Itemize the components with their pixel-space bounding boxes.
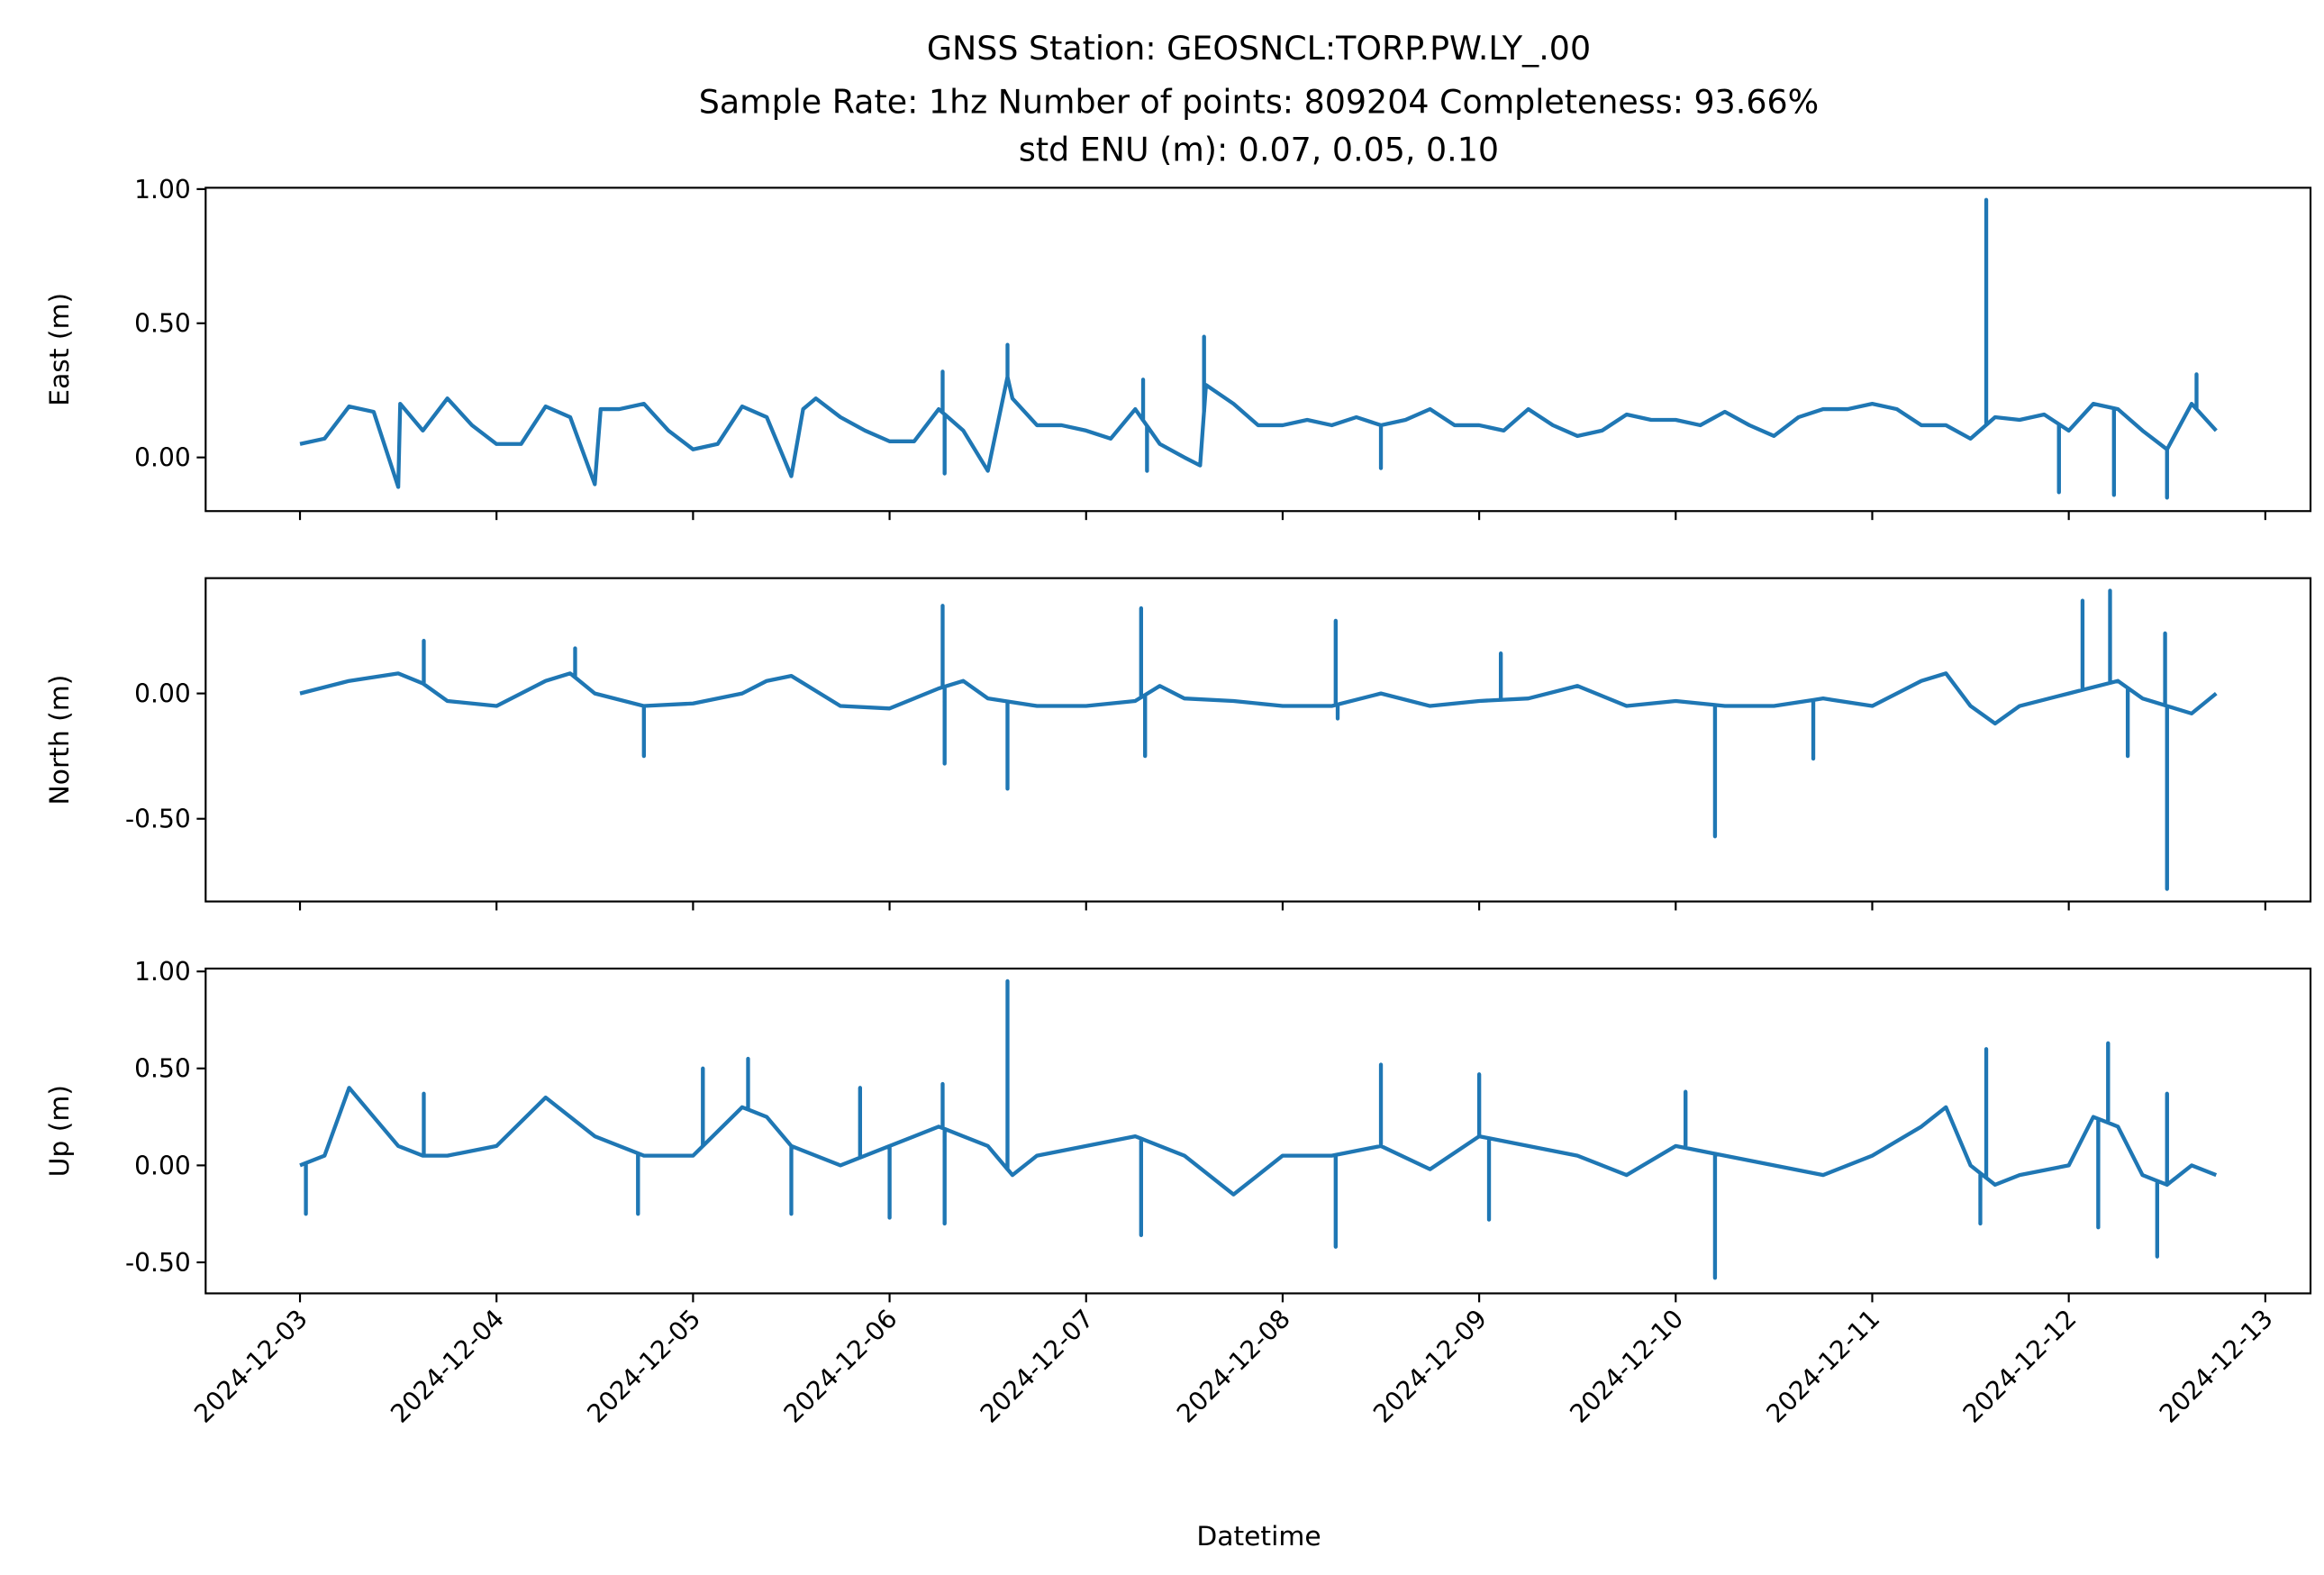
data-line-up <box>299 979 2218 1280</box>
axes-frame-north <box>204 577 2312 903</box>
y-tick-label: 0.00 <box>134 443 191 473</box>
y-tick-label: 0.50 <box>134 1054 191 1084</box>
y-axis-label-up: Up (m) <box>44 1085 76 1177</box>
axes-frame-east <box>204 187 2312 513</box>
x-axis-label: Datetime <box>1196 1521 1321 1552</box>
y-tick-label: 0.00 <box>134 1151 191 1180</box>
x-tick-label: 2024-12-06 <box>778 1304 903 1429</box>
x-tick-label: 2024-12-10 <box>1564 1304 1689 1429</box>
chart-title-line-3: std ENU (m): 0.07, 0.05, 0.10 <box>1019 131 1499 169</box>
x-tick-label: 2024-12-08 <box>1171 1304 1296 1429</box>
data-line-east <box>299 197 2218 500</box>
x-tick-label: 2024-12-09 <box>1367 1304 1493 1429</box>
x-tick-label: 2024-12-13 <box>2154 1304 2279 1429</box>
y-tick-label: 0.00 <box>134 679 191 709</box>
x-tick-label: 2024-12-04 <box>385 1304 510 1429</box>
y-axis-label-east: East (m) <box>44 293 76 406</box>
x-tick-label: 2024-12-05 <box>581 1304 706 1429</box>
x-tick-label: 2024-12-11 <box>1761 1304 1886 1429</box>
panel-north: -0.50 0.00 North (m) <box>44 577 2312 911</box>
axes-frame-up <box>204 967 2312 1295</box>
y-tick-label: -0.50 <box>125 805 191 834</box>
y-axis-label-north: North (m) <box>44 675 76 806</box>
x-tick-label: 2024-12-07 <box>975 1304 1100 1429</box>
y-tick-label: -0.50 <box>125 1248 191 1278</box>
y-tick-label: 1.00 <box>134 957 191 987</box>
data-line-north <box>299 588 2218 891</box>
chart-title-line-2: Sample Rate: 1hz Number of points: 80920… <box>699 83 1819 122</box>
panel-east: 0.00 0.50 1.00 East (m) <box>44 175 2312 521</box>
x-tick-label: 2024-12-03 <box>188 1304 313 1429</box>
x-tick-label: 2024-12-12 <box>1957 1304 2083 1429</box>
chart-title-line-1: GNSS Station: GEOSNCL:TORP.PW.LY_.00 <box>927 29 1591 68</box>
y-tick-label: 1.00 <box>134 175 191 205</box>
y-tick-label: 0.50 <box>134 309 191 339</box>
panel-up: -0.50 0.00 0.50 1.00 Up (m) 2024-12-03 2024-12… <box>44 957 2312 1429</box>
